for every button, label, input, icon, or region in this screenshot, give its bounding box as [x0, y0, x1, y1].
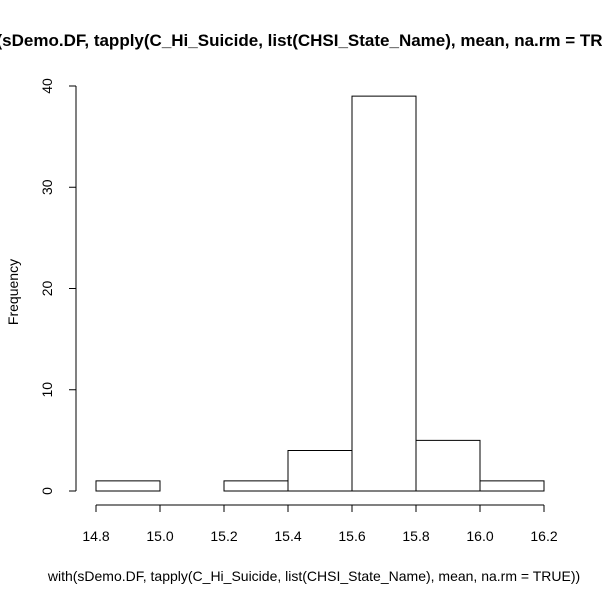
histogram-bar-3 [287, 450, 353, 492]
x-tick-label-1: 15.0 [146, 528, 173, 544]
x-tick-label-6: 16.0 [466, 528, 493, 544]
x-axis: 14.8 15.0 15.2 15.4 15.6 15.8 16.0 16.2 [82, 504, 558, 544]
histogram-bar-0 [95, 480, 161, 492]
bars-layer [95, 95, 545, 492]
y-axis: 0 10 20 30 40 [39, 78, 77, 495]
histogram-bar-4 [351, 95, 417, 492]
chart-title: with(sDemo.DF, tapply(C_Hi_Suicide, list… [0, 31, 602, 50]
x-tick-label-4: 15.6 [338, 528, 365, 544]
x-tick-label-2: 15.2 [210, 528, 237, 544]
histogram-bar-2 [223, 480, 289, 492]
y-tick-label-3: 30 [39, 179, 55, 195]
histogram-bar-6 [479, 480, 545, 492]
y-tick-label-0: 0 [39, 487, 55, 495]
y-tick-label-1: 10 [39, 382, 55, 398]
histogram-bar-5 [415, 439, 481, 492]
y-tick-label-4: 40 [39, 78, 55, 94]
x-tick-label-7: 16.2 [530, 528, 557, 544]
x-tick-label-3: 15.4 [274, 528, 301, 544]
y-axis-label: Frequency [5, 259, 21, 325]
x-tick-label-5: 15.8 [402, 528, 429, 544]
y-tick-label-2: 20 [39, 281, 55, 297]
x-axis-label: with(sDemo.DF, tapply(C_Hi_Suicide, list… [47, 568, 580, 584]
x-tick-label-0: 14.8 [82, 528, 109, 544]
